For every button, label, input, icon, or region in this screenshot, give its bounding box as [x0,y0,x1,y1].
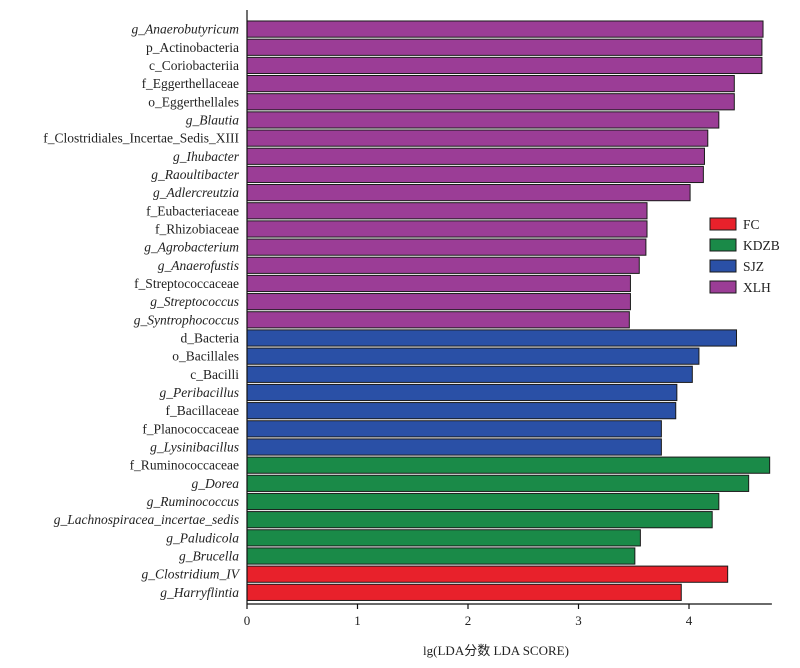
legend-swatch [709,238,737,252]
category-label: c_Coriobacteriia [149,58,239,73]
bars-layer [246,20,771,601]
category-label: g_Syntrophococcus [134,312,239,327]
category-label: g_Brucella [179,549,239,564]
bar [246,511,713,529]
category-label: f_Bacillaceae [166,403,239,418]
bar [246,420,662,438]
bar [246,456,771,474]
category-label: f_Ruminococcaceae [130,458,239,473]
bar [246,165,704,184]
category-label: g_Lysinibacillus [150,440,239,455]
category-label: f_Eubacteriaceae [146,203,239,218]
category-label: g_Blautia [186,112,239,127]
x-tick-label: 4 [686,613,693,628]
category-label: o_Bacillales [172,349,239,364]
bar [246,492,720,511]
category-label: f_Streptococcaceae [134,276,239,291]
category-label: g_Agrobacterium [144,240,239,255]
bar [246,56,763,75]
x-tick-label: 3 [575,613,582,628]
bar [246,147,705,165]
x-axis-title: lg(LDA分数 LDA SCORE) [423,643,569,658]
bar [246,93,735,111]
category-label: g_Raoultibacter [151,167,239,182]
category-label: f_Clostridiales_Incertae_Sedis_XIII [43,131,239,146]
legend-label: KDZB [743,238,780,253]
bar [246,111,720,129]
bar [246,347,700,365]
bar [246,311,630,329]
bar [246,565,729,583]
bar [246,583,682,601]
bar [246,220,648,238]
x-tick-label: 1 [354,613,361,628]
bar [246,75,735,93]
legend-swatch [709,259,737,273]
x-axis: 0 1 2 3 4 [244,10,772,628]
category-label: g_Clostridium_IV [141,567,240,582]
category-label: c_Bacilli [190,367,239,382]
legend: FC KDZB SJZ XLH [709,217,780,295]
category-label: g_Anaerofustis [158,258,239,273]
category-label: p_Actinobacteria [146,40,239,55]
category-label: g_Lachnospiracea_incertae_sedis [54,512,239,527]
category-label: g_Ihubacter [173,149,240,164]
bar [246,202,648,220]
legend-label: XLH [743,280,771,295]
category-label: f_Planococcaceae [142,421,239,436]
category-label: g_Paludicola [166,530,239,545]
bar [246,438,662,456]
category-label: f_Eggerthellaceae [142,76,239,91]
bar [246,547,636,565]
bar [246,383,678,402]
bar [246,402,677,420]
bar [246,474,750,492]
category-label: d_Bacteria [181,330,239,345]
legend-label: FC [743,217,760,232]
bar [246,38,763,56]
x-tick-label: 0 [244,613,251,628]
legend-swatch [709,217,737,231]
bar [246,184,691,202]
bar [246,329,738,347]
category-label: g_Harryflintia [160,585,239,600]
bar [246,365,693,383]
category-label: g_Dorea [192,476,240,491]
category-label: g_Peribacillus [160,385,240,400]
category-labels: g_Anaerobutyricum p_Actinobacteria c_Corio… [43,22,240,600]
legend-label: SJZ [743,259,764,274]
category-label: g_Streptococcus [150,294,239,309]
category-label: f_Rhizobiaceae [155,221,239,236]
bar [246,129,709,147]
x-tick-label: 2 [465,613,472,628]
bar [246,293,631,311]
bar [246,238,647,256]
category-label: g_Adlercreutzia [153,185,239,200]
bar [246,20,764,38]
legend-swatch [709,280,737,294]
bar [246,256,640,274]
category-label: o_Eggerthellales [148,94,239,109]
bar [246,529,641,547]
category-label: g_Ruminococcus [147,494,239,509]
category-label: g_Anaerobutyricum [132,22,240,37]
bar [246,274,631,293]
